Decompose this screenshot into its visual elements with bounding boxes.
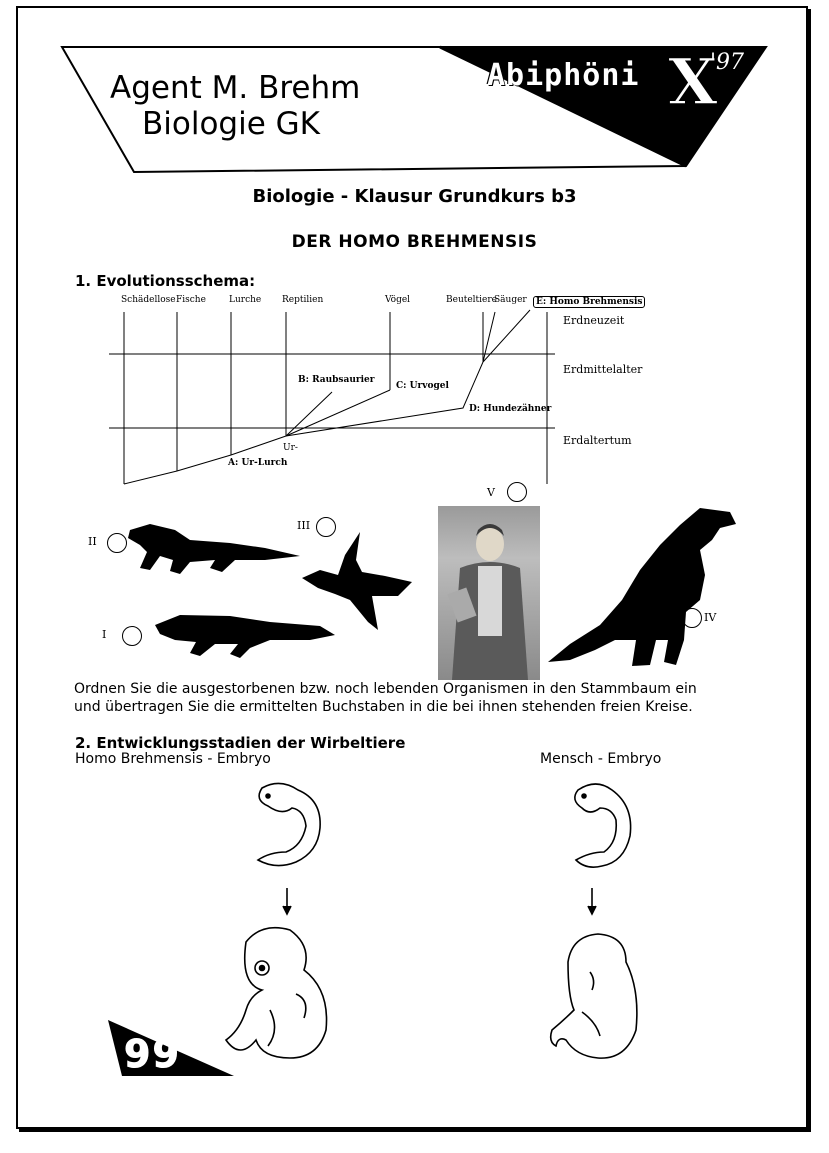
answer-circle-5[interactable]: [507, 482, 527, 502]
node-urvogel: C: Urvogel: [396, 381, 449, 391]
era-erdneuzeit: Erdneuzeit: [563, 314, 625, 327]
bird-silhouette: [302, 532, 412, 630]
specimen-label-5: V: [487, 486, 495, 499]
header-author: Agent M. Brehm Biologie GK: [110, 70, 360, 142]
dinosaur-silhouette: [548, 508, 736, 666]
answer-circle-2[interactable]: [107, 533, 127, 553]
specimen-illustrations: [128, 508, 736, 666]
node-ur-lurch: A: Ur-Lurch: [228, 458, 288, 468]
specimen-label-4: IV: [704, 611, 717, 624]
embryo-label-homo-brehmensis: Homo Brehmensis - Embryo: [75, 751, 271, 767]
instruction-line-1: Ordnen Sie die ausgestorbenen bzw. noch …: [74, 681, 697, 697]
page-number-tab: [108, 1020, 234, 1076]
embryo-right-early: [574, 783, 632, 868]
answer-circle-1[interactable]: [122, 626, 142, 646]
node-ur: Ur-: [283, 443, 298, 453]
specimen-label-3: III: [297, 519, 311, 532]
era-erdmittelalter: Erdmittelalter: [563, 363, 643, 376]
page-subtitle: DER HOMO BREHMENSIS: [291, 232, 538, 252]
banner-black-wedge: [440, 47, 766, 166]
header-author-line2: Biologie GK: [142, 106, 320, 142]
group-label-fische: Fische: [176, 295, 206, 305]
group-label-lurche: Lurche: [229, 295, 262, 305]
logo-year: '97: [710, 50, 745, 75]
section2-heading: 2. Entwicklungsstadien der Wirbeltiere: [75, 734, 406, 752]
highlight-homo-brehmensis: E: Homo Brehmensis: [533, 296, 646, 308]
answer-circle-3[interactable]: [316, 517, 336, 537]
specimen-label-2: II: [88, 535, 97, 548]
phylogenetic-tree: [109, 309, 555, 485]
group-label-schaedellose: Schädellose: [121, 295, 176, 305]
header-banner: [60, 45, 768, 174]
embryo-right-late: [549, 933, 638, 1059]
node-hundezaehner: D: Hundezähner: [469, 404, 552, 414]
instruction-line-2: und übertragen Sie die ermittelten Buchs…: [74, 699, 693, 715]
specimen-label-1: I: [102, 628, 107, 641]
era-erdaltertum: Erdaltertum: [563, 434, 632, 447]
embryo-left-late: [224, 926, 328, 1059]
header-author-line1: Agent M. Brehm: [110, 70, 361, 106]
page-title: Biologie - Klausur Grundkurs b3: [252, 186, 577, 207]
amphibian-silhouette: [155, 615, 335, 658]
logo-x: X: [667, 44, 718, 121]
reptile-silhouette: [128, 524, 300, 574]
specimen-photo-teacher: [438, 506, 540, 680]
group-label-beuteltiere: Beuteltiere: [446, 295, 498, 305]
embryo-label-mensch: Mensch - Embryo: [540, 751, 662, 767]
group-label-saeuger: Säuger: [494, 295, 527, 305]
teacher-figure: [447, 524, 528, 680]
embryo-left-early: [256, 782, 321, 867]
page-number: 99: [124, 1032, 181, 1077]
logo-text: Abiphöni: [487, 58, 640, 93]
section1-heading: 1. Evolutionsschema:: [75, 272, 256, 290]
group-label-voegel: Vögel: [385, 295, 411, 305]
group-label-reptilien: Reptilien: [282, 295, 324, 305]
node-raubsaurier: B: Raubsaurier: [298, 375, 375, 385]
instruction-text: Ordnen Sie die ausgestorbenen bzw. noch …: [74, 680, 764, 716]
